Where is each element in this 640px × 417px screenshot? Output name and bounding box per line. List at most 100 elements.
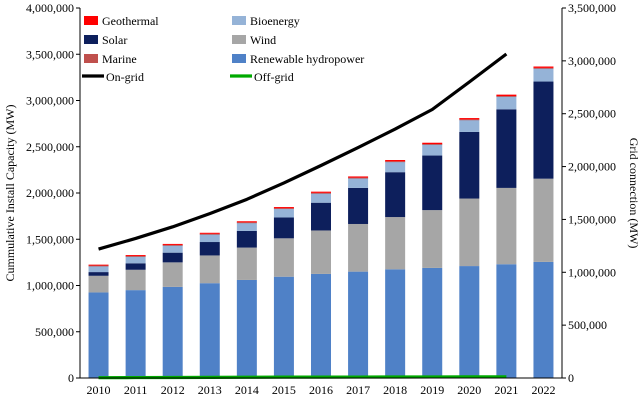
bar-geothermal-2015: [273, 207, 294, 209]
bar-wind-2020: [459, 198, 480, 267]
y-tick-label: 2,500,000: [26, 140, 74, 154]
bar-marine-2011: [125, 256, 146, 257]
legend-label-solar: Solar: [102, 33, 127, 47]
x-tick-label: 2022: [531, 383, 555, 397]
bar-solar-2016: [311, 202, 331, 231]
bar-geothermal-2021: [496, 94, 517, 97]
y2-tick-label: 2,000,000: [568, 160, 616, 174]
y-tick-label: 4,000,000: [26, 1, 74, 15]
bar-wind-2019: [422, 210, 443, 268]
bar-geothermal-2016: [311, 191, 331, 193]
bar-bioenergy-2010: [88, 265, 109, 273]
bar-geothermal-2010: [88, 264, 109, 266]
bar-geothermal-2013: [199, 232, 220, 234]
bar-bioenergy-2012: [162, 244, 183, 253]
bar-solar-2015: [273, 217, 294, 239]
y2-tick-label: 2,500,000: [568, 107, 616, 121]
bar-geothermal-2022: [533, 66, 554, 68]
y-tick-label: 3,000,000: [26, 94, 74, 108]
bar-renewable-hydropower-2014: [236, 279, 257, 378]
bar-wind-2016: [311, 230, 331, 274]
x-tick-label: 2015: [272, 383, 296, 397]
bar-solar-2021: [496, 109, 517, 188]
bar-renewable-hydropower-2013: [199, 283, 220, 378]
x-tick-label: 2016: [309, 383, 333, 397]
legend-label-off-grid: Off-grid: [254, 70, 294, 84]
bar-geothermal-2014: [236, 221, 257, 223]
y-tick-label: 3,500,000: [26, 47, 74, 61]
y-tick-label: 1,500,000: [26, 232, 74, 246]
bar-bioenergy-2011: [125, 256, 146, 264]
legend: Geothermal Bioenergy Solar Wind Marine Renewa…: [82, 14, 364, 84]
bar-bioenergy-2016: [311, 192, 331, 203]
bar-renewable-hydropower-2011: [125, 290, 146, 379]
legend-swatch-renewable-hydropower: [232, 54, 246, 63]
y-tick-label: 2,000,000: [26, 186, 74, 200]
bar-wind-2015: [273, 238, 294, 277]
bar-solar-2010: [88, 272, 109, 276]
axes-layer: 0 500,000 1,000,000 1,500,000 2,000,000 2,500…: [26, 1, 616, 397]
bar-marine-2018: [385, 161, 406, 163]
bar-marine-2022: [533, 67, 554, 69]
bar-wind-2018: [385, 217, 406, 270]
bar-renewable-hydropower-2015: [273, 276, 294, 378]
bar-bioenergy-2019: [422, 144, 443, 156]
legend-label-marine: Marine: [102, 52, 137, 66]
bar-solar-2011: [125, 263, 146, 270]
bar-geothermal-2012: [162, 243, 183, 245]
bar-renewable-hydropower-2018: [385, 269, 406, 378]
bar-bioenergy-2018: [385, 161, 406, 173]
bar-solar-2012: [162, 252, 183, 263]
y2-tick-label: 1,000,000: [568, 265, 616, 279]
legend-swatch-marine: [84, 54, 98, 63]
bar-wind-2013: [199, 255, 220, 284]
y-tick-label: 0: [68, 371, 74, 385]
bar-bioenergy-2017: [348, 177, 369, 188]
bar-geothermal-2017: [348, 176, 369, 178]
bar-wind-2014: [236, 247, 257, 280]
x-tick-label: 2011: [124, 383, 148, 397]
x-tick-label: 2012: [161, 383, 185, 397]
bar-geothermal-2019: [422, 142, 443, 145]
bar-renewable-hydropower-2012: [162, 286, 183, 378]
bar-solar-2013: [199, 242, 220, 256]
lines-layer: [98, 52, 508, 380]
bar-marine-2015: [273, 208, 294, 210]
y-axis-title: Cummulative Install Capacity (MW): [3, 105, 17, 282]
bar-bioenergy-2015: [273, 208, 294, 218]
y2-tick-label: 1,500,000: [568, 212, 616, 226]
bar-renewable-hydropower-2019: [422, 267, 443, 378]
bar-marine-2010: [88, 265, 109, 267]
legend-swatch-geothermal: [84, 16, 98, 25]
bar-renewable-hydropower-2021: [496, 264, 517, 378]
bar-marine-2016: [311, 192, 331, 194]
y-tick-label: 500,000: [35, 325, 74, 339]
legend-swatch-bioenergy: [232, 16, 246, 25]
legend-label-bioenergy: Bioenergy: [250, 14, 300, 28]
bar-solar-2014: [236, 230, 257, 248]
bar-renewable-hydropower-2022: [533, 261, 554, 378]
bar-solar-2022: [533, 81, 554, 179]
bar-wind-2012: [162, 262, 183, 287]
bar-bioenergy-2013: [199, 233, 220, 243]
bar-geothermal-2020: [459, 118, 480, 120]
y-tick-label: 1,000,000: [26, 279, 74, 293]
legend-swatch-wind: [232, 35, 246, 44]
bar-bioenergy-2014: [236, 222, 257, 231]
legend-label-geothermal: Geothermal: [102, 14, 159, 28]
bars-layer: [88, 66, 554, 379]
bar-marine-2012: [162, 244, 183, 246]
bar-wind-2017: [348, 223, 369, 272]
bar-geothermal-2011: [125, 255, 146, 257]
x-tick-label: 2010: [87, 383, 111, 397]
x-tick-label: 2020: [457, 383, 481, 397]
bar-marine-2014: [236, 222, 257, 224]
bar-marine-2019: [422, 144, 443, 145]
x-tick-label: 2013: [198, 383, 222, 397]
bar-bioenergy-2022: [533, 67, 554, 82]
y2-tick-label: 3,000,000: [568, 54, 616, 68]
bar-bioenergy-2020: [459, 119, 480, 132]
y2-axis-title: Grid connection (MW): [627, 138, 640, 249]
